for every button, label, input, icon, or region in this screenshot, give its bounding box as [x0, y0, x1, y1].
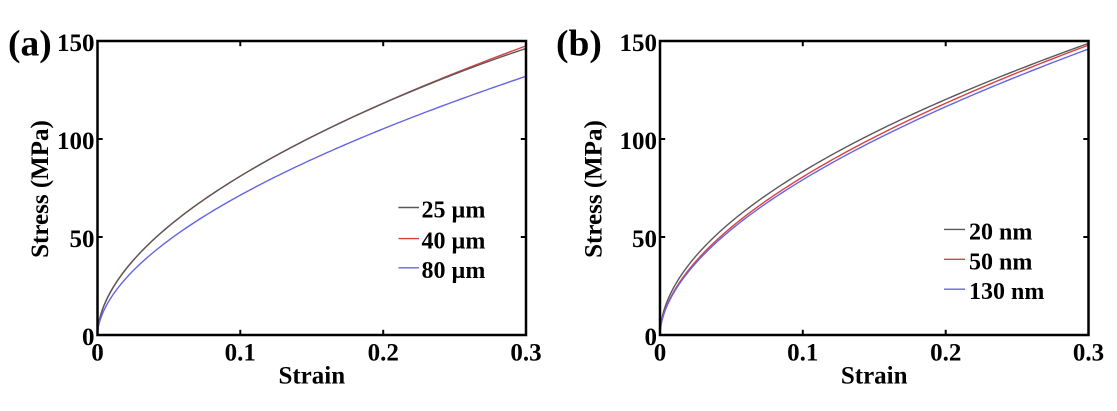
svg-text:50: 50	[70, 226, 95, 253]
svg-text:0.3: 0.3	[510, 340, 541, 367]
svg-text:0.1: 0.1	[225, 340, 256, 367]
svg-text:Strain: Strain	[278, 363, 345, 390]
svg-text:0: 0	[91, 340, 104, 367]
svg-text:0: 0	[645, 324, 658, 351]
svg-text:(b): (b)	[556, 24, 602, 65]
svg-text:100: 100	[57, 128, 95, 155]
svg-text:0.2: 0.2	[930, 340, 961, 367]
svg-text:50 nm: 50 nm	[969, 249, 1032, 275]
svg-text:25 µm: 25 µm	[422, 198, 486, 224]
svg-text:130 nm: 130 nm	[969, 279, 1044, 305]
svg-text:150: 150	[620, 30, 658, 57]
svg-text:0: 0	[82, 324, 95, 351]
svg-text:50: 50	[632, 226, 657, 253]
svg-text:0: 0	[654, 340, 667, 367]
svg-text:100: 100	[620, 128, 658, 155]
svg-text:150: 150	[57, 30, 95, 57]
svg-text:40 µm: 40 µm	[422, 229, 486, 255]
svg-text:Strain: Strain	[841, 363, 908, 390]
svg-text:0.2: 0.2	[368, 340, 399, 367]
svg-text:Stress (MPa): Stress (MPa)	[27, 120, 54, 258]
svg-text:0.3: 0.3	[1073, 340, 1104, 367]
svg-text:20 nm: 20 nm	[969, 219, 1032, 245]
svg-text:80 µm: 80 µm	[422, 258, 486, 284]
svg-text:(a): (a)	[8, 24, 52, 65]
svg-text:Stress (MPa): Stress (MPa)	[581, 120, 608, 258]
svg-text:0.1: 0.1	[787, 340, 818, 367]
